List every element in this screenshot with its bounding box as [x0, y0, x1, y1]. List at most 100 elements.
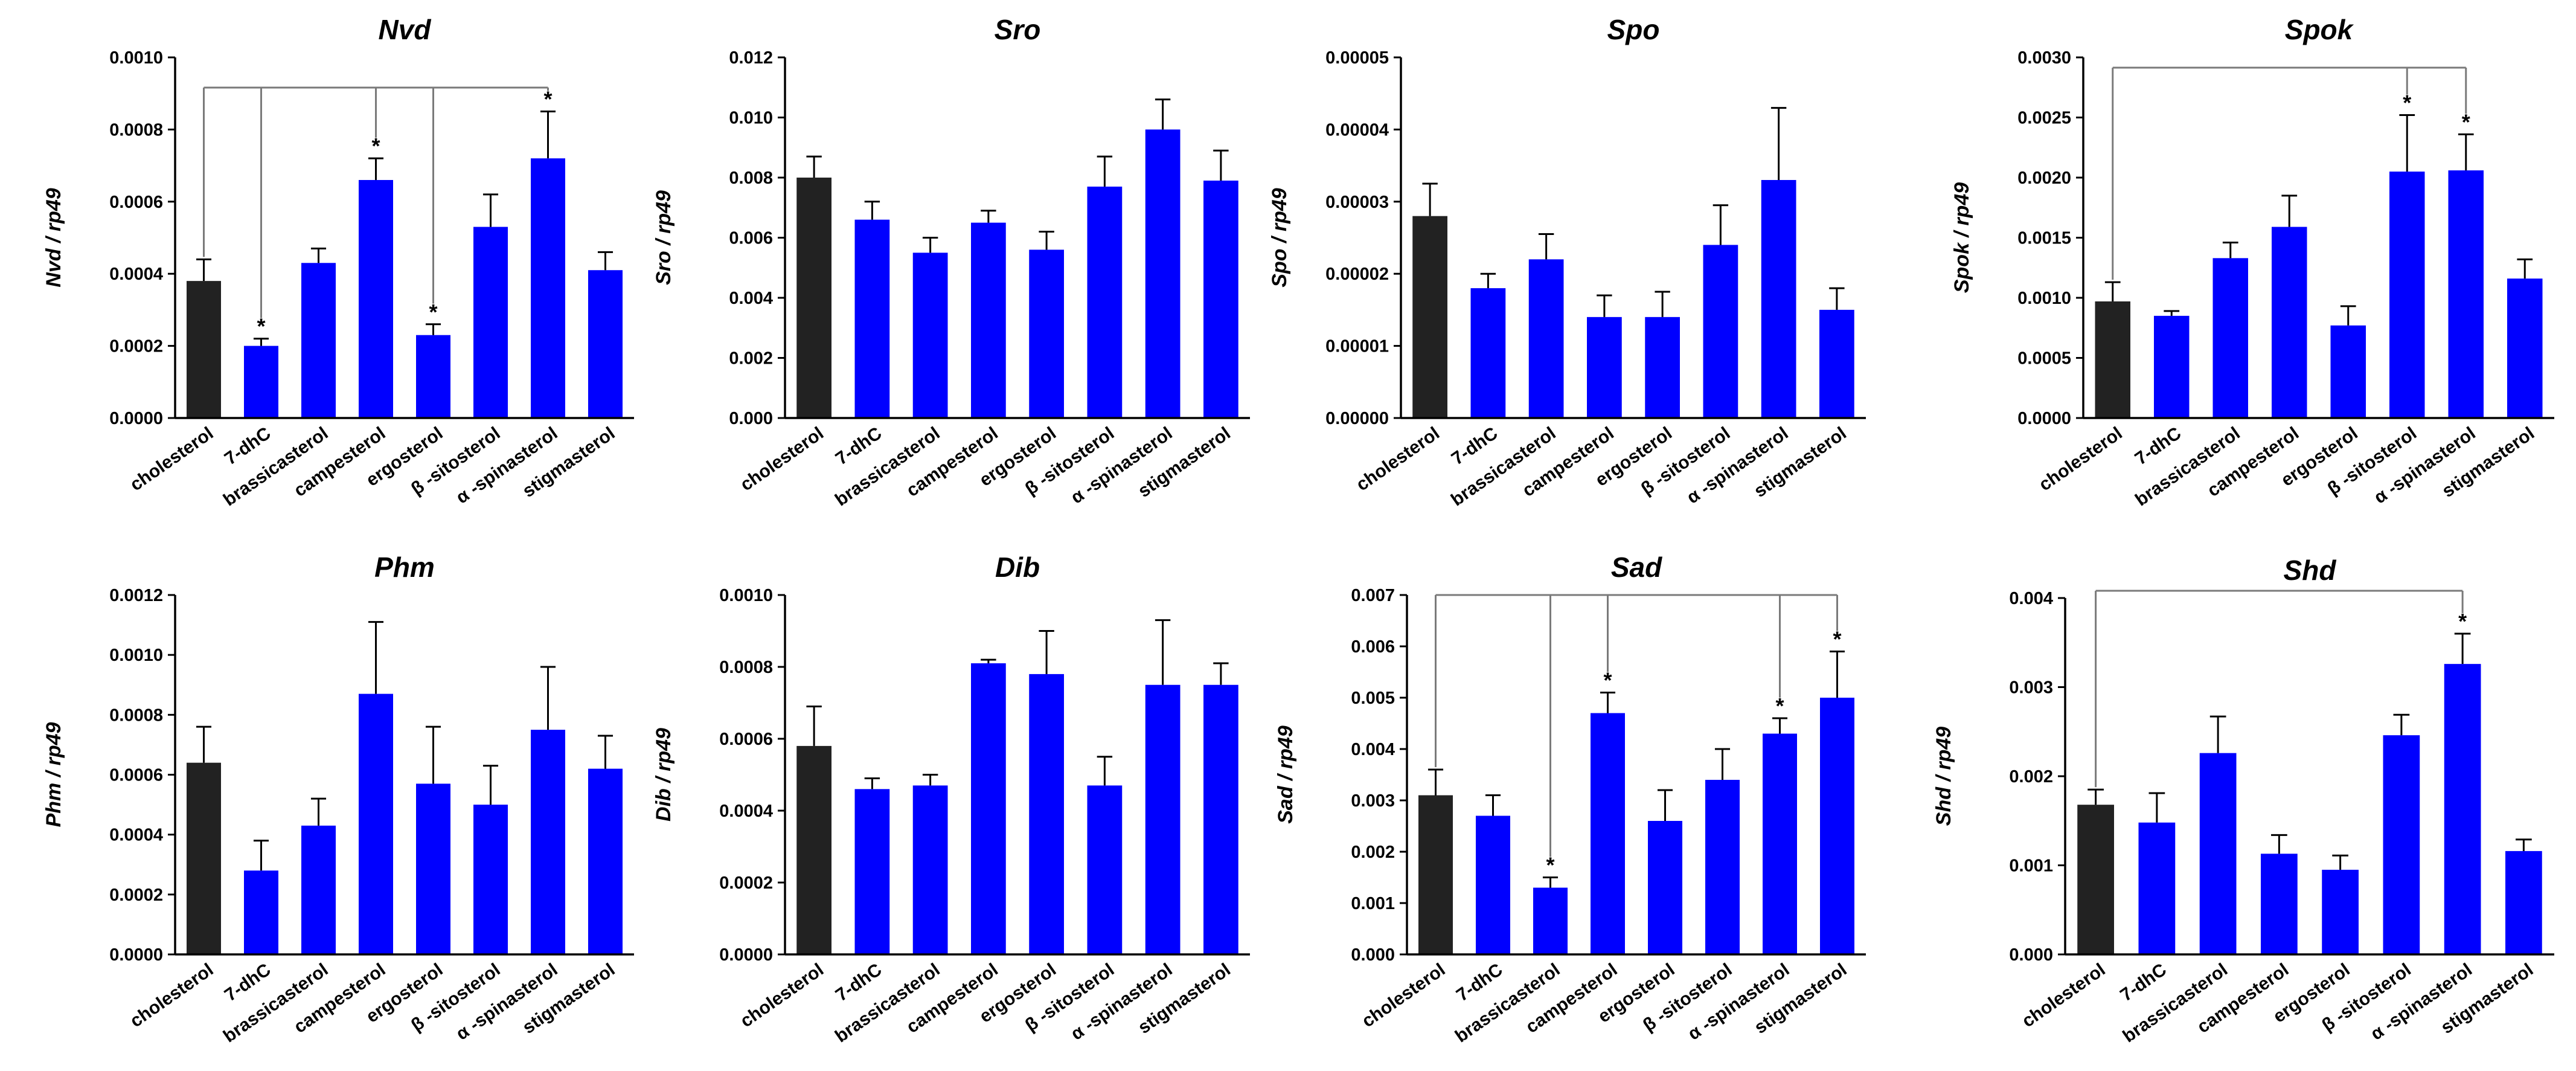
x-tick-label: brassicasterol	[831, 423, 944, 510]
y-axis-label: Spo / rp49	[1268, 188, 1291, 287]
bar-7-dhc	[1470, 288, 1506, 418]
bar--sitosterol	[2389, 172, 2425, 418]
chart-panel-dib: Dib Dib / rp49 0.0000 0.0002 0.0004 0.0006 0.0…	[652, 552, 1250, 1046]
bar--spinasterol	[1145, 129, 1181, 418]
bar-brassicasterol	[912, 252, 948, 418]
chart-panel-phm: Phm Phm / rp49 0.0000 0.0002 0.0004 0.0006 0.0…	[42, 552, 634, 1046]
bar-campesterol	[971, 222, 1006, 418]
chart-panel-spo: Spo Spo / rp49 0.00000 0.00001 0.00002 0.0000…	[1268, 14, 1866, 510]
y-tick-label: 0.001	[1351, 894, 1395, 913]
y-tick-label: 0.010	[729, 109, 773, 128]
x-tick-label: cholesterol	[737, 423, 827, 495]
bar-brassicasterol	[2212, 258, 2248, 418]
y-tick-label: 0.0010	[719, 586, 773, 605]
bar-stigmasterol	[2505, 851, 2542, 954]
bar-cholesterol	[1412, 216, 1447, 418]
x-tick-label: α -spinasterol	[1067, 960, 1176, 1044]
x-tick-label: α -spinasterol	[452, 960, 561, 1044]
bar-stigmasterol	[1820, 698, 1854, 954]
panel-title: Sad	[1611, 552, 1662, 583]
x-tick-label: cholesterol	[126, 423, 217, 495]
y-tick-label: 0.0004	[109, 265, 163, 284]
y-tick-label: 0.004	[1351, 740, 1395, 759]
bar-ergosterol	[416, 783, 450, 954]
bar--spinasterol	[531, 158, 565, 418]
bar-ergosterol	[1029, 674, 1064, 954]
bar--spinasterol	[2448, 170, 2484, 418]
y-tick-label: 0.0010	[109, 646, 163, 665]
bar-7-dhc	[1476, 815, 1510, 954]
bar-ergosterol	[2330, 325, 2366, 418]
significance-star: *	[2462, 109, 2470, 134]
bar-stigmasterol	[1203, 684, 1238, 954]
y-tick-label: 0.003	[2009, 678, 2053, 698]
panel-title: Shd	[2284, 555, 2337, 586]
bar-cholesterol	[2077, 805, 2114, 954]
bar-ergosterol	[1029, 249, 1064, 418]
bar-7-dhc	[2138, 822, 2176, 954]
y-axis-label: Nvd / rp49	[42, 188, 65, 287]
panel-title: Spo	[1607, 14, 1660, 45]
bar-ergosterol	[1645, 317, 1680, 418]
y-axis-label: Sad / rp49	[1274, 725, 1297, 824]
y-tick-label: 0.0000	[2017, 409, 2071, 428]
significance-star: *	[429, 300, 437, 324]
bar-stigmasterol	[588, 270, 623, 418]
bar-campesterol	[2261, 854, 2298, 954]
bar--sitosterol	[473, 805, 508, 954]
x-tick-label: cholesterol	[2036, 423, 2126, 495]
bar-stigmasterol	[2507, 278, 2543, 418]
bar-cholesterol	[2095, 301, 2130, 418]
bar-campesterol	[359, 179, 393, 418]
y-tick-label: 0.00002	[1325, 265, 1389, 284]
bar-campesterol	[2272, 227, 2307, 418]
x-tick-label: α -spinasterol	[452, 423, 561, 508]
bar--sitosterol	[473, 227, 508, 418]
y-tick-label: 0.006	[729, 229, 773, 248]
y-tick-label: 0.002	[729, 349, 773, 368]
bar--spinasterol	[1145, 684, 1181, 954]
y-tick-label: 0.0000	[719, 945, 773, 965]
significance-bracket	[2095, 590, 2464, 788]
panel-title: Phm	[374, 552, 435, 583]
x-tick-label: α -spinasterol	[2367, 960, 2476, 1044]
bar-cholesterol	[187, 762, 221, 954]
y-tick-label: 0.0000	[109, 945, 163, 965]
bar-brassicasterol	[1528, 259, 1564, 418]
y-axis-label: Phm / rp49	[42, 722, 65, 827]
significance-star: *	[1833, 627, 1841, 652]
y-axis-label: Sro / rp49	[652, 190, 675, 285]
bar-brassicasterol	[2199, 753, 2237, 954]
bar-ergosterol	[2322, 869, 2359, 954]
x-tick-label: brassicasterol	[831, 960, 944, 1047]
y-axis-label: Spok / rp49	[1950, 182, 1973, 293]
y-tick-label: 0.0002	[109, 337, 163, 356]
significance-star: *	[257, 314, 265, 339]
bar-stigmasterol	[1203, 180, 1238, 418]
bar-cholesterol	[796, 745, 831, 954]
chart-panel-spok: Spok Spok / rp49 0.0000 0.0005 0.0010 0.0015 0…	[1950, 14, 2554, 510]
panel-title: Dib	[995, 552, 1040, 583]
bar-7-dhc	[2154, 315, 2190, 418]
panel-title: Sro	[995, 14, 1041, 45]
bar--sitosterol	[1087, 186, 1123, 418]
y-tick-label: 0.004	[2009, 589, 2053, 608]
y-tick-label: 0.002	[2009, 767, 2053, 786]
bar-cholesterol	[796, 178, 831, 418]
y-tick-label: 0.0006	[109, 766, 163, 785]
y-tick-label: 0.0030	[2017, 48, 2071, 68]
bar-brassicasterol	[1533, 887, 1568, 954]
bar--sitosterol	[2383, 735, 2420, 954]
significance-star: *	[543, 87, 552, 112]
bar-ergosterol	[1648, 821, 1682, 954]
bar--sitosterol	[1705, 780, 1740, 954]
y-tick-label: 0.008	[729, 169, 773, 188]
y-tick-label: 0.00004	[1325, 120, 1389, 140]
bar-brassicasterol	[912, 785, 948, 954]
bar-7-dhc	[854, 789, 890, 954]
y-tick-label: 0.003	[1351, 791, 1395, 811]
y-tick-label: 0.0012	[109, 586, 163, 605]
y-tick-label: 0.0004	[109, 826, 163, 845]
y-axis-label: Dib / rp49	[652, 728, 675, 822]
